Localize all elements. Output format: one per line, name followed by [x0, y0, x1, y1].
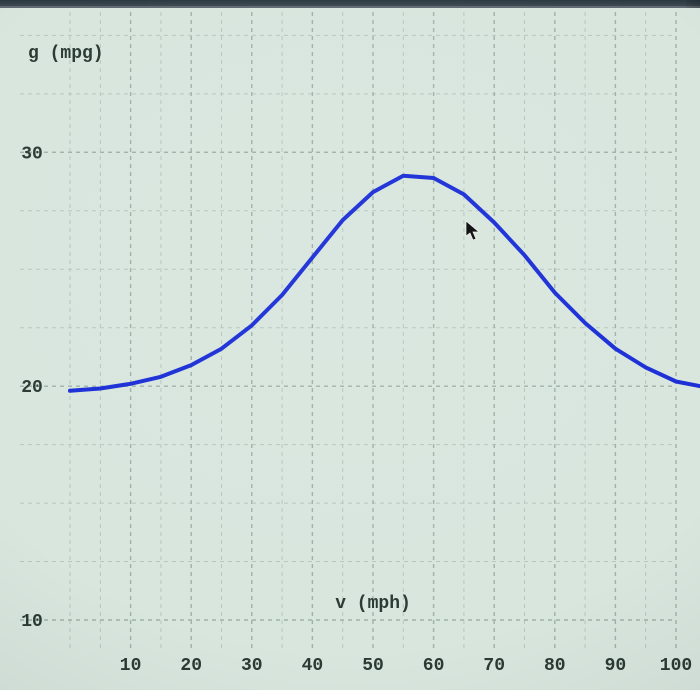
x-tick-label: 50: [362, 656, 384, 676]
x-tick-label: 40: [302, 656, 324, 676]
mpg-vs-mph-chart: 10 20 30 10 20 30 40 50 60 70 80 90 100 g (mpg) v (…: [0, 8, 700, 690]
x-tick-label: 30: [241, 656, 263, 676]
y-tick-label: 20: [21, 378, 43, 398]
x-tick-label: 80: [544, 656, 566, 676]
chart-background: [0, 8, 700, 690]
x-tick-label: 70: [483, 656, 505, 676]
chart-svg: 10 20 30 10 20 30 40 50 60 70 80 90 100 g (mpg) v (…: [0, 8, 700, 690]
x-tick-label: 100: [660, 656, 692, 676]
x-axis-label: v (mph): [335, 594, 411, 614]
window-topbar: [0, 0, 700, 8]
y-axis-label: g (mpg): [28, 44, 104, 64]
y-tick-label: 30: [21, 144, 43, 164]
x-tick-label: 90: [605, 656, 627, 676]
x-tick-label: 60: [423, 656, 445, 676]
y-tick-label: 10: [21, 612, 43, 632]
x-tick-label: 20: [180, 656, 202, 676]
x-tick-label: 10: [120, 656, 142, 676]
